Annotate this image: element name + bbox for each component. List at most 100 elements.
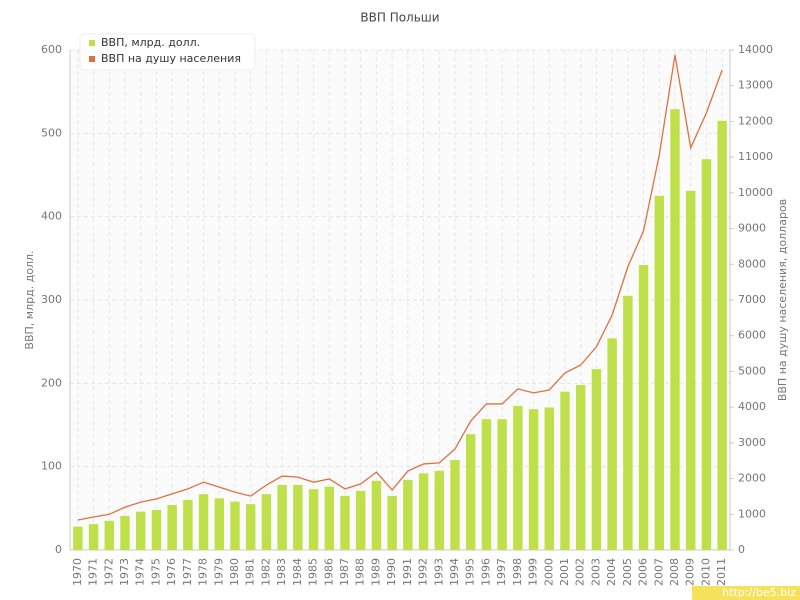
- x-tick-label: 2002: [574, 558, 587, 586]
- x-tick-label: 1980: [228, 558, 241, 586]
- legend-label: ВВП, млрд. долл.: [101, 36, 200, 49]
- y2-tick-label: 7000: [738, 293, 766, 306]
- bar: [198, 494, 209, 550]
- bar: [623, 295, 633, 550]
- x-tick-label: 1994: [448, 558, 461, 586]
- y2-tick-label: 14000: [738, 43, 773, 56]
- legend-box: [79, 33, 256, 71]
- bar: [120, 515, 130, 550]
- bar: [466, 434, 476, 550]
- bar: [340, 495, 350, 550]
- y-tick-label: 500: [41, 126, 62, 139]
- x-tick-label: 2001: [558, 558, 571, 586]
- x-tick-label: 1974: [134, 558, 147, 586]
- bar: [497, 419, 507, 550]
- x-tick-label: 2011: [715, 558, 728, 586]
- x-tick-label: 1971: [87, 558, 100, 586]
- x-tick-label: 1978: [197, 558, 210, 586]
- bar: [246, 504, 256, 550]
- bar: [293, 485, 303, 550]
- legend-label: ВВП на душу населения: [101, 52, 241, 65]
- x-tick-label: 2005: [621, 558, 634, 586]
- y2-axis-title: ВВП на душу населения, долларов: [776, 199, 789, 401]
- x-tick-label: 2010: [699, 558, 712, 586]
- y2-tick-label: 5000: [738, 364, 766, 377]
- bar: [701, 159, 712, 550]
- x-tick-label: 1993: [432, 558, 445, 586]
- bar: [151, 510, 162, 550]
- bar: [528, 409, 539, 550]
- x-tick-label: 1987: [338, 558, 351, 586]
- bar: [560, 391, 570, 550]
- y2-tick-label: 1000: [738, 507, 766, 520]
- x-tick-label: 2008: [668, 558, 681, 586]
- x-tick-label: 2003: [589, 558, 602, 586]
- bar: [654, 195, 664, 551]
- x-tick-label: 1975: [149, 558, 162, 586]
- bar: [73, 526, 83, 550]
- bar: [308, 489, 319, 550]
- y2-tick-label: 10000: [738, 186, 773, 199]
- y2-tick-label: 11000: [738, 150, 773, 163]
- x-tick-label: 1972: [102, 558, 115, 586]
- bar: [591, 369, 602, 550]
- y-tick-label: 100: [41, 460, 62, 473]
- x-tick-label: 1997: [495, 558, 508, 586]
- x-tick-label: 1992: [417, 558, 430, 586]
- bar: [324, 486, 334, 550]
- x-tick-label: 2006: [637, 558, 650, 586]
- y2-tick-label: 2000: [738, 472, 766, 485]
- x-tick-label: 1989: [369, 558, 382, 586]
- bar: [214, 498, 224, 550]
- x-tick-label: 1988: [354, 558, 367, 586]
- y-tick-label: 0: [55, 543, 62, 556]
- x-tick-label: 1970: [71, 558, 84, 586]
- x-tick-label: 2009: [684, 558, 697, 586]
- x-tick-label: 1984: [291, 558, 304, 586]
- y2-tick-label: 9000: [738, 222, 766, 235]
- bar: [717, 120, 727, 550]
- x-tick-label: 1998: [511, 558, 524, 586]
- bar: [136, 511, 146, 550]
- x-tick-label: 1999: [527, 558, 540, 586]
- x-tick-label: 1991: [401, 558, 414, 586]
- x-tick-label: 1981: [244, 558, 257, 586]
- y2-tick-label: 12000: [738, 114, 773, 127]
- line: [77, 54, 723, 521]
- y-tick-label: 300: [41, 293, 62, 306]
- x-tick-label: 1982: [259, 558, 272, 586]
- y-tick-label: 400: [41, 210, 62, 223]
- x-tick-label: 1977: [181, 558, 194, 586]
- x-tick-label: 1979: [212, 558, 225, 586]
- y2-tick-label: 4000: [738, 400, 766, 413]
- bar: [638, 265, 649, 550]
- bar: [261, 494, 272, 550]
- watermark: http://be5.biz: [722, 586, 796, 599]
- bar: [607, 338, 617, 550]
- x-tick-label: 1986: [322, 558, 335, 586]
- bar: [183, 500, 193, 550]
- bar: [167, 505, 177, 550]
- x-tick-label: 1983: [275, 558, 288, 586]
- y-axis-title: ВВП, млрд. долл.: [23, 250, 36, 349]
- bar: [104, 520, 114, 550]
- legend: ВВП, млрд. долл. ВВП на душу населения: [79, 33, 256, 71]
- y2-tick-label: 3000: [738, 436, 766, 449]
- bar: [88, 524, 99, 550]
- bar: [544, 407, 554, 550]
- legend-swatch: [89, 56, 95, 62]
- bar: [356, 490, 366, 550]
- x-tick-label: 1990: [385, 558, 398, 586]
- chart-title: ВВП Польши: [360, 11, 439, 25]
- watermark-bg: [692, 586, 800, 600]
- bar: [670, 109, 680, 551]
- y2-tick-label: 8000: [738, 257, 766, 270]
- x-tick-label: 2004: [605, 558, 618, 586]
- bar: [450, 460, 460, 550]
- bar: [277, 485, 287, 550]
- bar: [418, 473, 429, 550]
- bar: [230, 501, 240, 550]
- bar: [686, 190, 696, 551]
- bar: [387, 495, 397, 550]
